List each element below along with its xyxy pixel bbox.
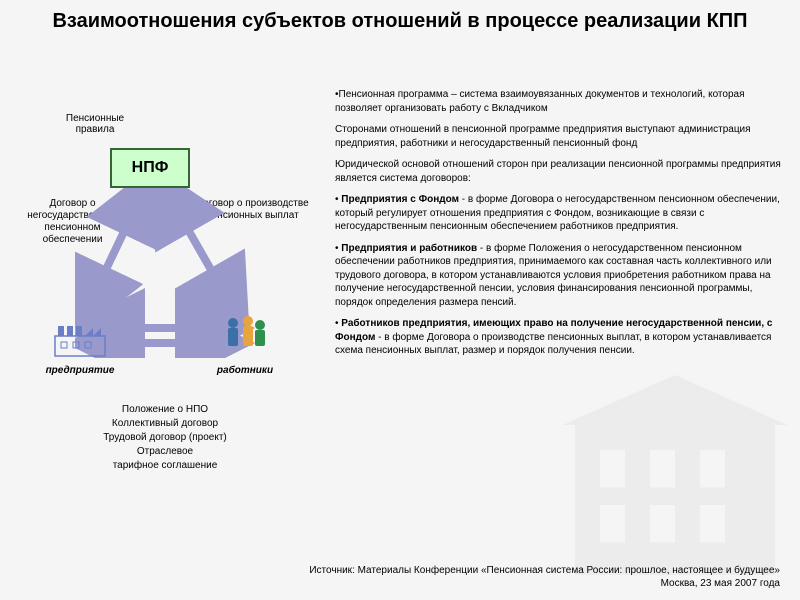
- b3-body: - в форме Договора о производстве пенсио…: [335, 332, 771, 357]
- source-citation: Источник: Материалы Конференции «Пенсион…: [309, 564, 780, 590]
- bottom-line: Коллективный договор: [65, 417, 265, 431]
- intro1: Пенсионная программа – система взаимоувя…: [335, 89, 745, 114]
- intro-para: Сторонами отношений в пенсионной програм…: [335, 123, 785, 150]
- bottom-line: Отраслевое: [65, 445, 265, 459]
- rules-label: Пенсионные правила: [50, 113, 140, 135]
- text-column: •Пенсионная программа – система взаимоув…: [335, 38, 785, 518]
- intro2: Сторонами отношений в пенсионной програм…: [335, 124, 751, 149]
- factory-icon: [53, 318, 108, 358]
- b2-lead: Предприятия и работников: [341, 243, 477, 254]
- intro-para: •Пенсионная программа – система взаимоув…: [335, 88, 785, 115]
- enterprise-label: предприятие: [45, 365, 115, 376]
- workers-label: работники: [210, 365, 280, 376]
- enterprise-node: предприятие: [45, 318, 115, 376]
- source-line: Москва, 23 мая 2007 года: [309, 577, 780, 590]
- bullet-2: • Предприятия и работников - в форме Пол…: [335, 242, 785, 310]
- content-row: Пенсионные правила НПФ Договор о негосуд…: [0, 38, 800, 518]
- source-line: Источник: Материалы Конференции «Пенсион…: [309, 564, 780, 577]
- bullet-1: • Предприятия с Фондом - в форме Договор…: [335, 193, 785, 234]
- bottom-line: Трудовой договор (проект): [65, 431, 265, 445]
- intro-para: Юридической основой отношений сторон при…: [335, 158, 785, 185]
- npf-node: НПФ: [110, 148, 190, 188]
- bottom-line: тарифное соглашение: [65, 459, 265, 473]
- b1-lead: Предприятия с Фондом: [341, 194, 459, 205]
- page-title: Взаимоотношения субъектов отношений в пр…: [0, 0, 800, 38]
- bottom-edge-labels: Положение о НПО Коллективный договор Тру…: [65, 403, 265, 473]
- workers-node: работники: [210, 313, 280, 376]
- bullet-3: • Работников предприятия, имеющих право …: [335, 317, 785, 358]
- relationship-diagram: Пенсионные правила НПФ Договор о негосуд…: [15, 38, 335, 518]
- bottom-line: Положение о НПО: [65, 403, 265, 417]
- intro3: Юридической основой отношений сторон при…: [335, 159, 781, 184]
- workers-icon: [218, 313, 273, 358]
